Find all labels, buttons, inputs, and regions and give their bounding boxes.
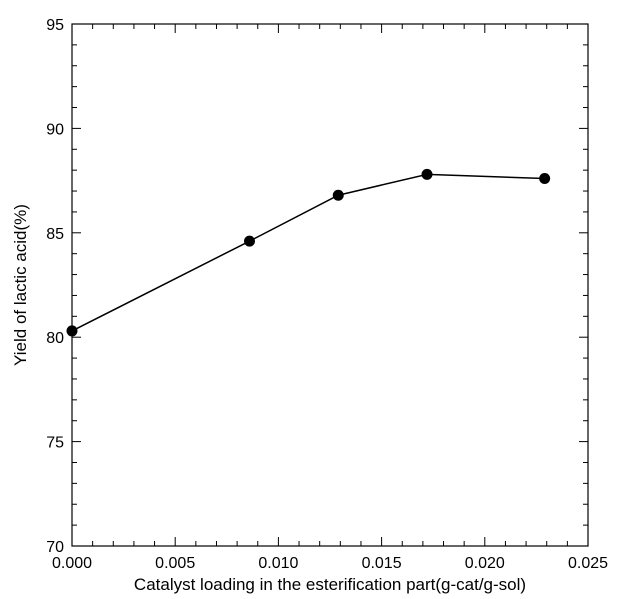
series-line <box>71 173 545 332</box>
x-tick-label: 0.005 <box>155 555 195 572</box>
axes-frame <box>71 23 589 547</box>
y-tick-label: 80 <box>46 330 64 347</box>
y-tick-label: 70 <box>46 539 64 556</box>
x-axis-label: Catalyst loading in the esterification p… <box>134 575 526 594</box>
y-axis-ticks: 70 75 80 85 90 95 <box>46 17 588 556</box>
x-tick-label: 0.025 <box>568 555 608 572</box>
series-layer <box>66 168 551 337</box>
data-point <box>332 189 344 201</box>
y-tick-label: 90 <box>46 121 64 138</box>
y-tick-label: 95 <box>46 17 64 34</box>
x-tick-label: 0.020 <box>465 555 505 572</box>
data-point <box>539 173 551 185</box>
y-tick-label: 85 <box>46 226 64 243</box>
data-point <box>244 235 256 247</box>
x-axis-ticks: 0.000 0.005 0.010 0.015 0.020 0.025 <box>52 24 608 572</box>
x-tick-label: 0.015 <box>362 555 402 572</box>
data-point <box>66 325 78 337</box>
y-tick-label: 75 <box>46 435 64 452</box>
x-tick-label: 0.000 <box>52 555 92 572</box>
plot-frame <box>71 23 589 547</box>
x-tick-label: 0.010 <box>258 555 298 572</box>
y-axis-label: Yield of lactic acid(%) <box>11 204 30 366</box>
data-point <box>421 168 433 180</box>
